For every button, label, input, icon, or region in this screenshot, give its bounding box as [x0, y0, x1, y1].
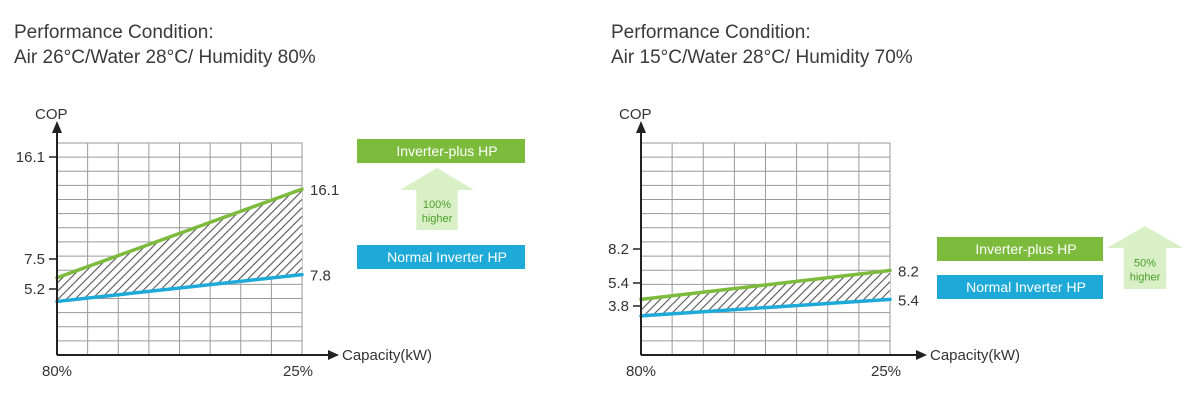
chart-1-y-tick-label: 5.2	[24, 281, 45, 298]
chart-2-title-line2: Air 15°C/Water 28°C/ Humidity 70%	[611, 47, 913, 68]
chart-2-series-line-2	[639, 297, 892, 318]
chart-1-title: Performance Condition: Air 26°C/Water 28…	[14, 20, 316, 70]
chart-2-y-tick-label: 8.2	[608, 241, 629, 258]
chart-1-legend-tag-1	[357, 139, 525, 163]
chart-2-x-axis-label: Capacity(kW)	[930, 347, 1020, 364]
chart-2-higher-arrow-icon	[1107, 226, 1183, 289]
chart-1-x-axis-label: Capacity(kW)	[342, 347, 432, 364]
chart-2-legend-label-1: Inverter-plus HP	[975, 241, 1076, 257]
chart-2-x-tick-label: 80%	[626, 363, 656, 380]
chart-2-gain-band	[641, 270, 890, 316]
chart-2-title: Performance Condition: Air 15°C/Water 28…	[611, 20, 913, 70]
chart-1-higher-arrow-icon	[400, 168, 474, 230]
chart-2-y-tick-label: 5.4	[608, 275, 629, 292]
chart-2-legend-label-2: Normal Inverter HP	[966, 279, 1086, 295]
chart-1-x-axis-arrow	[328, 350, 339, 360]
chart-1-y-axis-label: COP	[35, 106, 68, 123]
chart-1-legend-tag-2	[357, 245, 525, 269]
chart-2-x-axis-arrow	[916, 350, 927, 360]
chart-2-y-axis-label: COP	[619, 106, 652, 123]
chart-1-end-value-2: 7.8	[310, 268, 331, 285]
chart-1-y-axis-arrow	[52, 121, 62, 133]
chart-2-y-axis-arrow	[636, 121, 646, 133]
chart-1-title-line2: Air 26°C/Water 28°C/ Humidity 80%	[14, 47, 316, 68]
chart-1-annotation-text: higher	[422, 213, 453, 225]
chart-1-end-value-1: 16.1	[310, 182, 339, 199]
chart-1-annotation-percent: 100%	[423, 199, 451, 211]
chart-1-x-tick-label: 25%	[283, 363, 313, 380]
chart-1-title-line1: Performance Condition:	[14, 22, 214, 43]
chart-2-series-line-1	[639, 268, 892, 302]
chart-2-x-tick-label: 25%	[871, 363, 901, 380]
chart-1-series-line-1	[55, 187, 304, 280]
chart-2-annotation-text: higher	[1130, 272, 1161, 284]
chart-2-legend-tag-2	[937, 275, 1103, 299]
chart-2-title-line1: Performance Condition:	[611, 22, 811, 43]
chart-1-gain-band	[57, 189, 302, 302]
chart-1-legend-label-2: Normal Inverter HP	[387, 249, 507, 265]
chart-2-y-tick-label: 3.8	[608, 298, 629, 315]
chart-1-x-tick-label: 80%	[42, 363, 72, 380]
chart-2-annotation-percent: 50%	[1134, 258, 1156, 270]
chart-2-end-value-1: 8.2	[898, 264, 919, 281]
chart-1-series-line-2	[55, 272, 304, 304]
chart-2-legend-tag-1	[937, 237, 1103, 261]
chart-1-legend-label-1: Inverter-plus HP	[396, 143, 497, 159]
chart-1-y-tick-label: 16.1	[16, 149, 45, 166]
chart-2-end-value-2: 5.4	[898, 292, 919, 309]
chart-1-y-tick-label: 7.5	[24, 251, 45, 268]
